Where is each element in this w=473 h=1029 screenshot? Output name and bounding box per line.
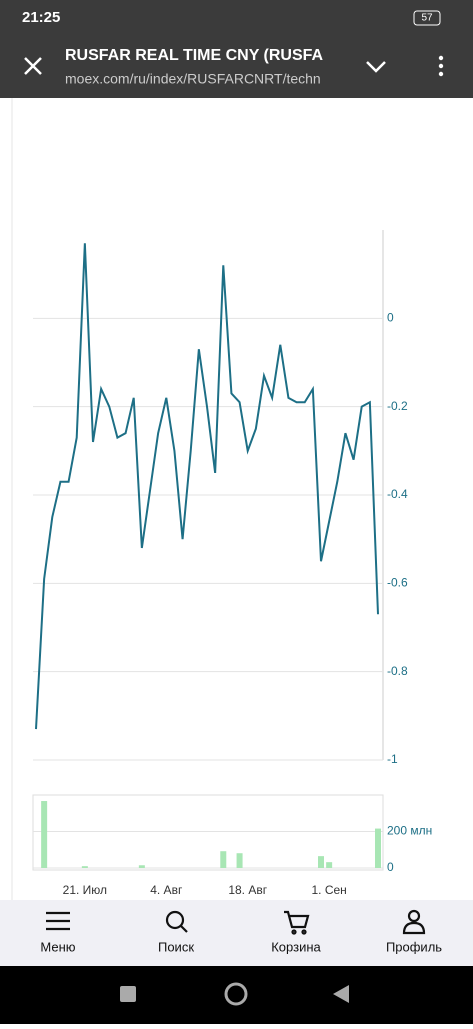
- menu-icon[interactable]: [46, 911, 70, 931]
- cart-icon[interactable]: [284, 910, 310, 929]
- nav-icons: [46, 909, 426, 935]
- y-tick-label: -1: [387, 752, 398, 766]
- expand-button[interactable]: [366, 61, 386, 73]
- status-time: 21:25: [22, 9, 60, 26]
- page-title: RUSFAR REAL TIME CNY (RUSFA: [65, 47, 324, 64]
- header-fade: [345, 40, 473, 98]
- x-tick-label: 1. Сен: [311, 883, 346, 897]
- x-tick-label: 21. Июл: [63, 883, 107, 897]
- recents-button[interactable]: [120, 986, 136, 1002]
- y-tick-label: 200 млн: [387, 824, 432, 838]
- y-tick-label: -0.6: [387, 576, 408, 590]
- volume-bar: [138, 865, 145, 868]
- battery: [413, 10, 441, 26]
- x-tick-label: 18. Авг: [228, 883, 267, 897]
- volume-bar: [81, 866, 88, 868]
- page-url: moex.com/ru/index/RUSFARCNRT/techn: [65, 71, 321, 87]
- x-tick-label: 4. Авг: [150, 883, 183, 897]
- price-line: [35, 243, 379, 730]
- menu-button[interactable]: [438, 55, 444, 77]
- volume-bar: [375, 828, 381, 868]
- volume-frame: [32, 794, 384, 871]
- nav-label[interactable]: Корзина: [271, 939, 321, 954]
- volume-bar: [318, 856, 324, 868]
- nav-label[interactable]: Поиск: [158, 939, 194, 954]
- profile-icon[interactable]: [407, 909, 421, 923]
- search-icon[interactable]: [165, 910, 185, 930]
- y-tick-label: 0: [387, 860, 394, 874]
- volume-bar: [236, 853, 243, 868]
- system-bar: [0, 966, 473, 1024]
- back-button[interactable]: [333, 985, 349, 1003]
- plot: 0 -0.2 -0.4 -0.6 -0.8 -1 0 200 млн 21. Июл 4. Авг…: [33, 243, 432, 897]
- battery-level: 57: [421, 13, 433, 24]
- nav-label[interactable]: Профиль: [386, 939, 442, 954]
- bottom-nav: [0, 900, 473, 966]
- volume-bar: [326, 862, 333, 868]
- y-tick-label: -0.8: [387, 664, 408, 678]
- y-tick-label: 0: [387, 311, 394, 325]
- y-tick-label: -0.4: [387, 487, 408, 501]
- volume-bar: [41, 801, 48, 868]
- home-button[interactable]: [224, 982, 248, 1006]
- close-button[interactable]: [24, 57, 42, 75]
- y-tick-label: -0.2: [387, 399, 408, 413]
- nav-label[interactable]: Меню: [40, 939, 75, 954]
- volume-bar: [220, 851, 227, 868]
